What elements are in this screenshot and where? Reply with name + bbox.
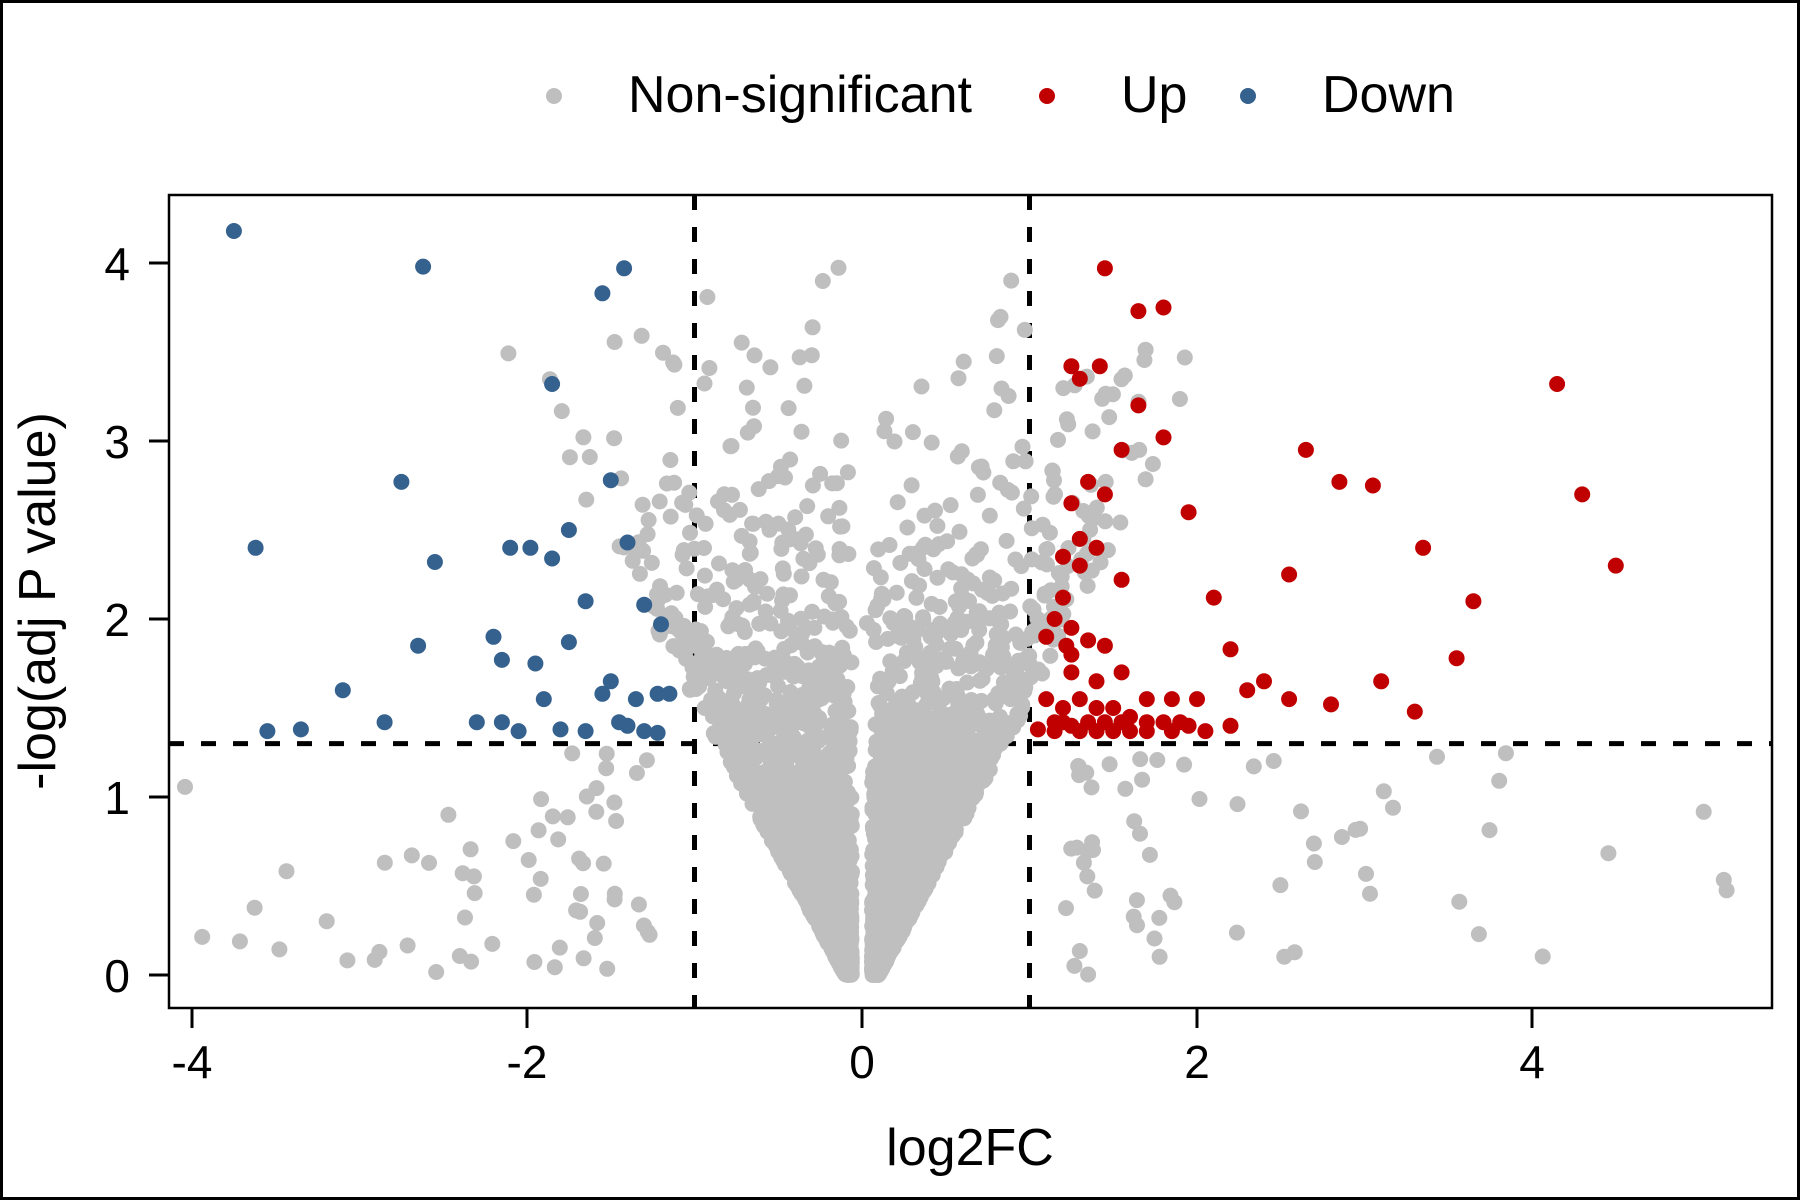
svg-text:log2FC: log2FC xyxy=(886,1119,1054,1177)
svg-text:-4: -4 xyxy=(172,1036,213,1088)
svg-text:2: 2 xyxy=(1184,1036,1210,1088)
svg-text:Up: Up xyxy=(1121,66,1187,124)
svg-text:0: 0 xyxy=(849,1036,875,1088)
svg-text:-2: -2 xyxy=(507,1036,548,1088)
svg-text:Down: Down xyxy=(1322,66,1455,124)
svg-text:Non-significant: Non-significant xyxy=(628,66,972,124)
svg-text:4: 4 xyxy=(1519,1036,1545,1088)
svg-text:-log(adj P value): -log(adj P value) xyxy=(9,412,67,790)
svg-text:0: 0 xyxy=(104,950,130,1002)
svg-text:3: 3 xyxy=(104,416,130,468)
svg-text:4: 4 xyxy=(104,238,130,290)
svg-text:1: 1 xyxy=(104,772,130,824)
svg-text:2: 2 xyxy=(104,594,130,646)
